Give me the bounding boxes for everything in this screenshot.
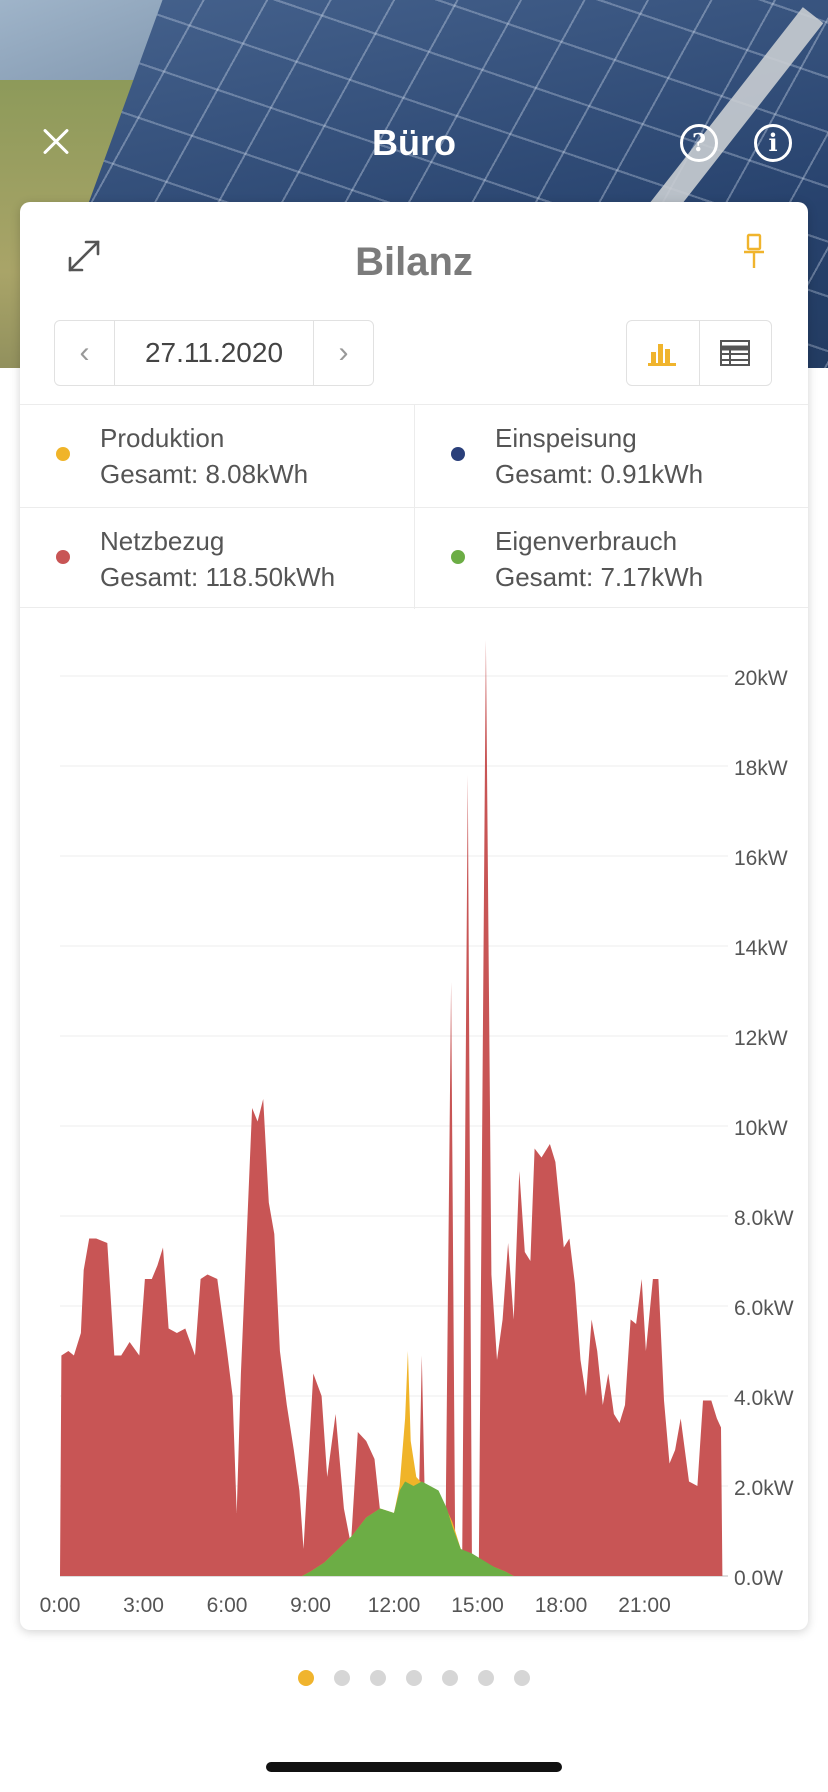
chevron-right-icon[interactable]: › xyxy=(313,321,373,385)
y-tick-label: 4.0kW xyxy=(734,1387,794,1410)
bar-chart-view-button[interactable] xyxy=(627,321,699,385)
page-indicator xyxy=(0,1670,828,1686)
legend-total: Gesamt: 0.91kWh xyxy=(495,459,704,489)
legend-dot xyxy=(451,550,465,564)
page-dot[interactable] xyxy=(406,1670,422,1686)
view-switcher xyxy=(626,320,772,386)
legend-name: Einspeisung xyxy=(495,423,637,453)
x-tick-label: 9:00 xyxy=(290,1594,331,1617)
pin-icon[interactable] xyxy=(740,232,768,272)
page-dot[interactable] xyxy=(442,1670,458,1686)
legend-total: Gesamt: 118.50kWh xyxy=(100,562,336,592)
info-icon[interactable]: i xyxy=(754,124,792,162)
table-icon xyxy=(720,340,751,366)
chevron-left-icon[interactable]: ‹ xyxy=(55,321,115,385)
series-area-produktion xyxy=(302,1351,514,1576)
series-area-netzbezug xyxy=(60,640,723,1576)
x-tick-label: 3:00 xyxy=(123,1594,164,1617)
legend: Produktion Gesamt: 8.08kWh Einspeisung G… xyxy=(20,404,808,609)
x-tick-label: 18:00 xyxy=(535,1594,588,1617)
y-tick-label: 18kW xyxy=(734,757,788,780)
x-tick-label: 12:00 xyxy=(368,1594,421,1617)
legend-total: Gesamt: 7.17kWh xyxy=(495,562,704,592)
selected-date[interactable]: 27.11.2020 xyxy=(144,337,284,368)
y-tick-label: 14kW xyxy=(734,937,788,960)
card-title: Bilanz xyxy=(355,240,473,284)
y-tick-label: 8.0kW xyxy=(734,1207,794,1230)
expand-icon[interactable] xyxy=(64,236,104,276)
y-tick-label: 10kW xyxy=(734,1117,788,1140)
legend-total: Gesamt: 8.08kWh xyxy=(100,459,309,489)
top-bar: Büro ? i xyxy=(0,100,828,190)
x-tick-label: 15:00 xyxy=(451,1594,504,1617)
legend-dot xyxy=(56,550,70,564)
legend-item-netzbezug[interactable]: Netzbezug Gesamt: 118.50kWh xyxy=(20,507,414,609)
page-title: Büro xyxy=(372,122,456,163)
balance-card: Bilanz ‹ 27.11.2020 › xyxy=(20,202,808,1630)
legend-item-einspeisung[interactable]: Einspeisung Gesamt: 0.91kWh xyxy=(414,405,808,507)
page-dot[interactable] xyxy=(334,1670,350,1686)
y-tick-label: 16kW xyxy=(734,847,788,870)
date-navigator: ‹ 27.11.2020 › xyxy=(54,320,374,386)
y-tick-label: 12kW xyxy=(734,1027,788,1050)
x-tick-label: 21:00 xyxy=(618,1594,671,1617)
legend-dot xyxy=(56,447,70,461)
page-dot[interactable] xyxy=(514,1670,530,1686)
legend-name: Produktion xyxy=(100,423,225,453)
page-dot[interactable] xyxy=(370,1670,386,1686)
y-tick-label: 2.0kW xyxy=(734,1477,794,1500)
x-tick-label: 0:00 xyxy=(40,1594,81,1617)
home-indicator xyxy=(266,1762,562,1772)
y-tick-label: 6.0kW xyxy=(734,1297,794,1320)
series-area-eigenverbrauch xyxy=(302,1481,514,1576)
page-dot[interactable] xyxy=(478,1670,494,1686)
legend-item-produktion[interactable]: Produktion Gesamt: 8.08kWh xyxy=(20,405,414,507)
bar-chart-icon xyxy=(647,344,676,366)
x-tick-label: 6:00 xyxy=(207,1594,248,1617)
page-dot[interactable] xyxy=(298,1670,314,1686)
table-view-button[interactable] xyxy=(698,321,772,385)
help-icon[interactable]: ? xyxy=(680,124,718,162)
y-tick-label: 20kW xyxy=(734,667,788,690)
legend-name: Netzbezug xyxy=(100,526,225,556)
legend-name: Eigenverbrauch xyxy=(495,526,678,556)
legend-dot xyxy=(451,447,465,461)
legend-item-eigenverbrauch[interactable]: Eigenverbrauch Gesamt: 7.17kWh xyxy=(414,507,808,609)
balance-area-chart[interactable]: 0.0W 2.0kW 4.0kW 6.0kW 8.0kW 10kW 12kW 14kW 16kW… xyxy=(20,610,808,1620)
y-tick-label: 0.0W xyxy=(734,1567,783,1590)
